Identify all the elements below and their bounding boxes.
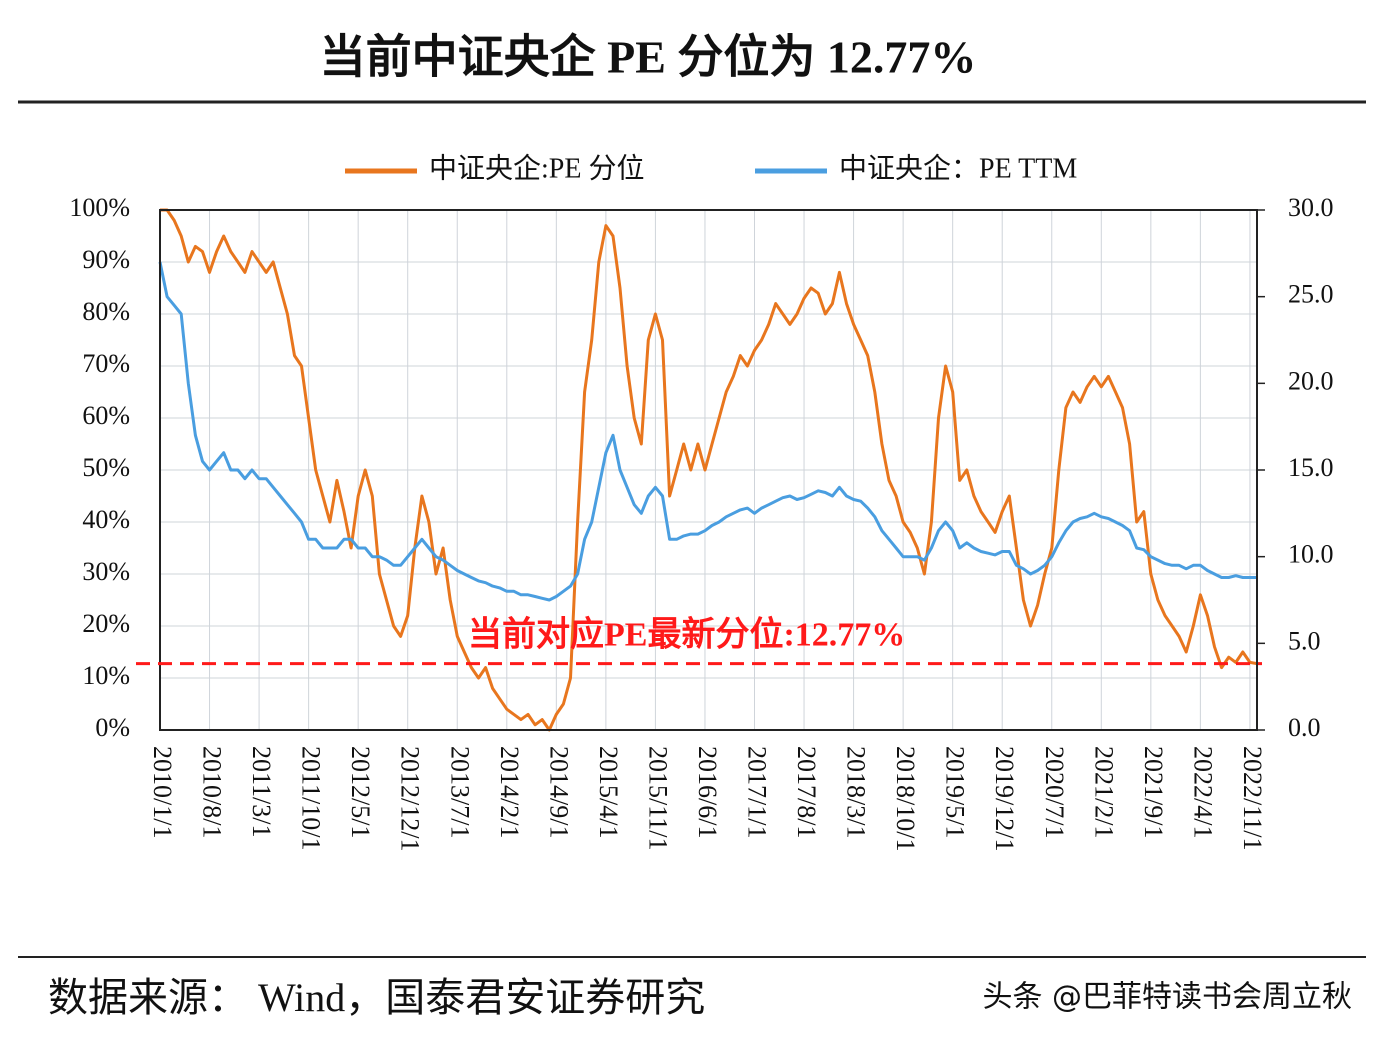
x-tick-label: 2014/2/1 bbox=[495, 746, 524, 838]
series-line bbox=[158, 261, 1257, 602]
x-tick-label: 2011/10/1 bbox=[297, 746, 326, 850]
watermark: 头条 @巴菲特读书会周立秋 bbox=[982, 980, 1352, 1015]
series-line bbox=[160, 208, 1258, 732]
y-tick-label: 0% bbox=[95, 713, 130, 742]
y2-tick-label: 10.0 bbox=[1288, 540, 1334, 569]
y-tick-label: 30% bbox=[82, 557, 130, 586]
y-tick-label: 70% bbox=[82, 349, 130, 378]
x-tick-label: 2015/4/1 bbox=[594, 746, 623, 838]
x-tick-label: 2018/3/1 bbox=[842, 746, 871, 838]
x-tick-label: 2021/9/1 bbox=[1139, 746, 1168, 838]
y-tick-label: 80% bbox=[82, 297, 130, 326]
reference-label: 当前对应PE最新分位:12.77% bbox=[468, 615, 905, 653]
y-tick-label: 20% bbox=[82, 609, 130, 638]
y2-tick-label: 5.0 bbox=[1288, 626, 1321, 655]
plot-border bbox=[159, 209, 1258, 731]
x-tick-label: 2020/7/1 bbox=[1040, 746, 1069, 838]
y2-tick-label: 15.0 bbox=[1288, 453, 1334, 482]
x-tick-label: 2011/3/1 bbox=[247, 746, 276, 837]
y-tick-label: 40% bbox=[82, 505, 130, 534]
x-tick-label: 2022/4/1 bbox=[1188, 746, 1217, 838]
x-tick-label: 2014/9/1 bbox=[544, 746, 573, 838]
y2-tick-label: 25.0 bbox=[1288, 280, 1334, 309]
y2-tick-label: 0.0 bbox=[1288, 713, 1321, 742]
legend-label: 中证央企:PE 分位 bbox=[429, 152, 644, 184]
x-tick-label: 2015/11/1 bbox=[643, 746, 672, 850]
x-tick-label: 2019/12/1 bbox=[990, 746, 1019, 851]
y-tick-label: 60% bbox=[82, 401, 130, 430]
y2-tick-label: 30.0 bbox=[1288, 193, 1334, 222]
x-tick-label: 2018/10/1 bbox=[891, 746, 920, 851]
x-tick-label: 2016/6/1 bbox=[693, 746, 722, 838]
x-tick-label: 2019/5/1 bbox=[941, 746, 970, 838]
x-tick-label: 2010/8/1 bbox=[198, 746, 227, 838]
x-tick-label: 2010/1/1 bbox=[148, 746, 177, 838]
x-tick-label: 2012/5/1 bbox=[346, 746, 375, 838]
y2-tick-label: 20.0 bbox=[1288, 366, 1334, 395]
x-tick-label: 2021/2/1 bbox=[1089, 746, 1118, 838]
y-tick-label: 10% bbox=[82, 661, 130, 690]
x-tick-label: 2017/1/1 bbox=[743, 746, 772, 838]
x-tick-label: 2012/12/1 bbox=[396, 746, 425, 851]
legend-label: 中证央企：PE TTM bbox=[839, 152, 1077, 184]
y-tick-label: 90% bbox=[82, 245, 130, 274]
source-note: 数据来源： Wind，国泰君安证券研究 bbox=[48, 975, 705, 1020]
chart-title: 当前中证央企 PE 分位为 12.77% bbox=[320, 32, 977, 83]
y-tick-label: 50% bbox=[82, 453, 130, 482]
x-tick-label: 2022/11/1 bbox=[1238, 746, 1267, 850]
x-tick-label: 2017/8/1 bbox=[792, 746, 821, 838]
y-tick-label: 100% bbox=[69, 193, 130, 222]
x-tick-label: 2013/7/1 bbox=[445, 746, 474, 838]
